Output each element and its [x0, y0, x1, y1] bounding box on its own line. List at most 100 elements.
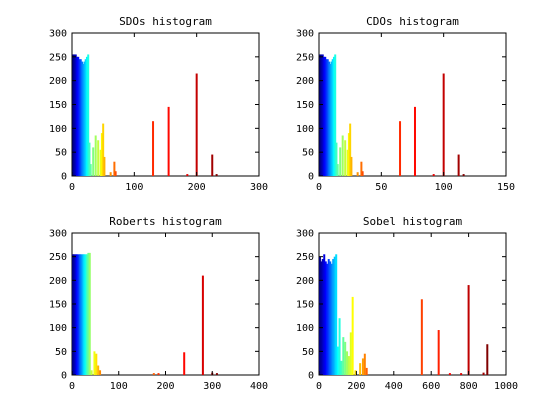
- histogram-bar: [433, 174, 435, 176]
- y-tick-label: 0: [61, 371, 67, 382]
- y-tick-label: 200: [296, 276, 314, 287]
- histogram-bar: [458, 155, 460, 176]
- x-tick-label: 800: [460, 381, 478, 392]
- x-tick-label: 600: [422, 381, 440, 392]
- histogram-bar: [359, 363, 361, 375]
- histogram-bar: [357, 172, 359, 176]
- histogram-bar: [352, 297, 354, 375]
- x-tick-label: 200: [347, 381, 365, 392]
- chart-title: Roberts histogram: [109, 215, 222, 228]
- x-tick-label: 100: [110, 381, 128, 392]
- x-tick-label: 150: [497, 182, 515, 193]
- x-tick-label: 400: [250, 381, 268, 392]
- y-tick-label: 300: [296, 29, 314, 40]
- chart-title: Sobel histogram: [363, 215, 463, 228]
- histogram-bar: [93, 351, 95, 375]
- histogram-bar: [339, 318, 341, 375]
- y-tick-label: 300: [49, 229, 67, 240]
- histogram-bar: [110, 172, 112, 176]
- histogram-bar: [348, 356, 350, 375]
- x-tick-label: 300: [250, 182, 268, 193]
- histogram-bar: [103, 157, 105, 176]
- histogram-bar: [449, 373, 451, 375]
- histogram-bar: [153, 373, 155, 375]
- y-tick-label: 300: [49, 29, 67, 40]
- y-tick-label: 150: [296, 300, 314, 311]
- histogram-bar: [344, 140, 346, 176]
- histogram-bar: [99, 370, 101, 375]
- y-tick-label: 0: [61, 172, 67, 183]
- y-tick-label: 100: [296, 323, 314, 334]
- histogram-bar: [95, 354, 97, 375]
- histogram-bar: [342, 337, 344, 375]
- y-tick-label: 50: [302, 347, 314, 358]
- y-tick-label: 250: [296, 252, 314, 263]
- histogram-bar: [483, 373, 485, 375]
- histogram-bar: [91, 370, 93, 375]
- histogram-bar: [339, 147, 341, 176]
- histogram-bar: [97, 366, 99, 375]
- chart-title: SDOs histogram: [119, 15, 212, 28]
- histogram-bar: [443, 74, 445, 176]
- histogram-panel-3: 0 100 200 300 400 0 50 100 150 200 250 300 Roberts h…: [49, 215, 268, 392]
- y-tick-label: 0: [308, 172, 314, 183]
- x-tick-label: 0: [316, 381, 322, 392]
- x-tick-label: 0: [69, 381, 75, 392]
- histogram-bar: [216, 373, 218, 375]
- y-tick-label: 150: [49, 100, 67, 111]
- histogram-bar: [337, 347, 339, 375]
- x-tick-label: 100: [125, 182, 143, 193]
- histogram-panel-1: 0 100 200 300 0 50 100 150 200 250 300 SDOs histogr…: [49, 15, 268, 193]
- histogram-bar: [216, 174, 218, 176]
- histogram-bar: [414, 107, 416, 176]
- histogram-bar: [196, 74, 198, 176]
- histogram-bar: [468, 285, 470, 375]
- histogram-bar: [90, 164, 92, 176]
- histogram-bar: [438, 330, 440, 375]
- histogram-bar: [350, 157, 352, 176]
- x-tick-label: 200: [156, 381, 174, 392]
- y-tick-label: 50: [55, 148, 67, 159]
- y-tick-label: 100: [49, 323, 67, 334]
- histogram-bar: [183, 352, 185, 375]
- histogram-bar: [342, 135, 344, 176]
- y-tick-label: 50: [302, 148, 314, 159]
- y-tick-label: 150: [296, 100, 314, 111]
- histogram-bar: [115, 171, 117, 176]
- x-tick-label: 0: [69, 182, 75, 193]
- y-tick-label: 200: [296, 76, 314, 87]
- histogram-bar: [364, 354, 366, 375]
- histogram-bar: [211, 155, 213, 176]
- x-tick-label: 400: [385, 381, 403, 392]
- y-tick-label: 200: [49, 276, 67, 287]
- x-tick-label: 1000: [494, 381, 518, 392]
- y-tick-label: 250: [49, 52, 67, 63]
- histogram-panel-2: 0 50 100 150050100150200250300CDOs histogra…: [296, 15, 515, 193]
- histogram-bar: [202, 276, 204, 375]
- histogram-bar: [366, 368, 368, 375]
- y-tick-label: 100: [296, 124, 314, 135]
- x-tick-label: 200: [188, 182, 206, 193]
- histogram-bar: [152, 121, 154, 176]
- histogram-bar: [340, 361, 342, 375]
- histogram-bar: [421, 299, 423, 375]
- x-tick-label: 50: [375, 182, 387, 193]
- y-tick-label: 150: [49, 300, 67, 311]
- histogram-bar: [346, 351, 348, 375]
- histogram-bar: [350, 332, 352, 375]
- y-tick-label: 300: [296, 229, 314, 240]
- histogram-bar: [95, 135, 97, 176]
- histogram-bar: [89, 253, 91, 375]
- histogram-bar: [168, 107, 170, 176]
- y-tick-label: 0: [308, 371, 314, 382]
- y-tick-label: 250: [49, 252, 67, 263]
- histogram-bar: [344, 342, 346, 375]
- x-tick-label: 0: [316, 182, 322, 193]
- histogram-bar: [186, 174, 188, 176]
- histogram-bar: [463, 174, 465, 176]
- histogram-bar: [362, 171, 364, 176]
- x-tick-label: 100: [435, 182, 453, 193]
- chart-title: CDOs histogram: [366, 15, 459, 28]
- histogram-bar: [362, 358, 364, 375]
- x-tick-label: 300: [203, 381, 221, 392]
